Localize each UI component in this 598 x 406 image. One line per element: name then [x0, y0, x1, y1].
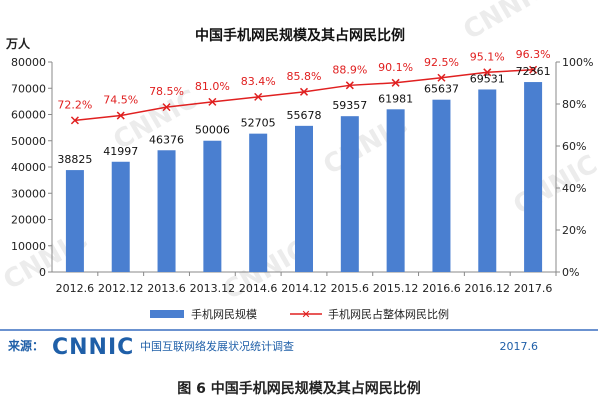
- bar: [203, 141, 221, 272]
- y-left-tick-label: 10000: [11, 240, 46, 253]
- y-left-tick-label: 50000: [11, 135, 46, 148]
- bar-value-label: 52705: [241, 117, 276, 130]
- bar: [478, 89, 496, 272]
- x-tick-label: 2016.12: [465, 282, 511, 295]
- bar: [158, 150, 176, 272]
- x-tick-label: 2012.12: [98, 282, 144, 295]
- bar: [249, 134, 267, 272]
- bar: [432, 100, 450, 272]
- percent-value-label: 92.5%: [424, 56, 459, 69]
- y-left-tick-label: 80000: [11, 56, 46, 69]
- percent-value-label: 95.1%: [470, 50, 505, 63]
- source-band: 来源： CNNIC 中国互联网络发展状况统计调查 2017.6: [0, 330, 598, 360]
- percent-value-label: 88.9%: [332, 63, 367, 76]
- bar-value-label: 65637: [424, 83, 459, 96]
- y-right-tick-label: 40%: [562, 182, 586, 195]
- bar-value-label: 69531: [470, 72, 505, 85]
- y-left-tick-label: 30000: [11, 187, 46, 200]
- legend-bar-swatch: [150, 310, 184, 318]
- bar-value-label: 55678: [287, 109, 322, 122]
- y-left-tick-label: 40000: [11, 161, 46, 174]
- percent-value-label: 96.3%: [516, 48, 551, 61]
- y-right-tick-label: 100%: [562, 56, 593, 69]
- bar-value-label: 38825: [57, 153, 92, 166]
- legend: 手机网民规模 ✕ 手机网民占整体网民比例: [150, 307, 449, 321]
- bar-value-label: 41997: [103, 145, 138, 158]
- bar-value-label: 50006: [195, 124, 230, 137]
- y-right-tick-label: 0%: [562, 266, 579, 279]
- bar: [387, 109, 405, 272]
- legend-bar-label: 手机网民规模: [191, 307, 257, 321]
- chart-title: 中国手机网民规模及其占网民比例: [195, 27, 405, 44]
- legend-line-marker: ✕: [301, 308, 310, 321]
- y-left-tick-label: 20000: [11, 214, 46, 227]
- x-tick-label: 2015.6: [331, 282, 370, 295]
- y-left-tick-label: 0: [39, 266, 46, 279]
- x-tick-label: 2013.6: [147, 282, 186, 295]
- percent-value-label: 90.1%: [378, 61, 413, 74]
- cnnic-logo: CNNIC: [52, 335, 134, 360]
- y-axis-left-label: 万人: [5, 36, 31, 51]
- bar: [524, 82, 542, 272]
- bar-value-label: 61981: [378, 92, 413, 105]
- figure-caption: 图 6 中国手机网民规模及其占网民比例: [177, 380, 421, 397]
- x-tick-label: 2014.6: [239, 282, 278, 295]
- x-tick-label: 2015.12: [373, 282, 419, 295]
- x-tick-label: 2017.6: [514, 282, 553, 295]
- bar: [341, 116, 359, 272]
- y-left-tick-label: 70000: [11, 82, 46, 95]
- percent-value-label: 83.4%: [241, 75, 276, 88]
- percent-value-label: 74.5%: [103, 94, 138, 107]
- bar-value-label: 59357: [332, 99, 367, 112]
- percent-value-label: 81.0%: [195, 80, 230, 93]
- percent-value-label: 72.2%: [57, 98, 92, 111]
- x-tick-label: 2012.6: [56, 282, 95, 295]
- bar-value-label: 46376: [149, 133, 184, 146]
- watermark-text: CNNIC: [459, 0, 553, 46]
- y-left-tick-label: 60000: [11, 109, 46, 122]
- source-date: 2017.6: [500, 340, 539, 353]
- percent-value-label: 85.8%: [287, 70, 322, 83]
- bar: [66, 170, 84, 272]
- y-right-tick-label: 20%: [562, 224, 586, 237]
- x-tick-label: 2014.12: [281, 282, 327, 295]
- bar-value-label: 72361: [516, 65, 551, 78]
- legend-line-label: 手机网民占整体网民比例: [328, 307, 449, 321]
- source-label: 来源：: [7, 338, 44, 353]
- y-right-tick-label: 60%: [562, 140, 586, 153]
- bar: [112, 162, 130, 272]
- percent-value-label: 78.5%: [149, 85, 184, 98]
- bar: [295, 126, 313, 272]
- x-tick-label: 2013.12: [190, 282, 236, 295]
- source-org: 中国互联网络发展状况统计调查: [140, 339, 294, 353]
- x-tick-label: 2016.6: [422, 282, 461, 295]
- y-right-tick-label: 80%: [562, 98, 586, 111]
